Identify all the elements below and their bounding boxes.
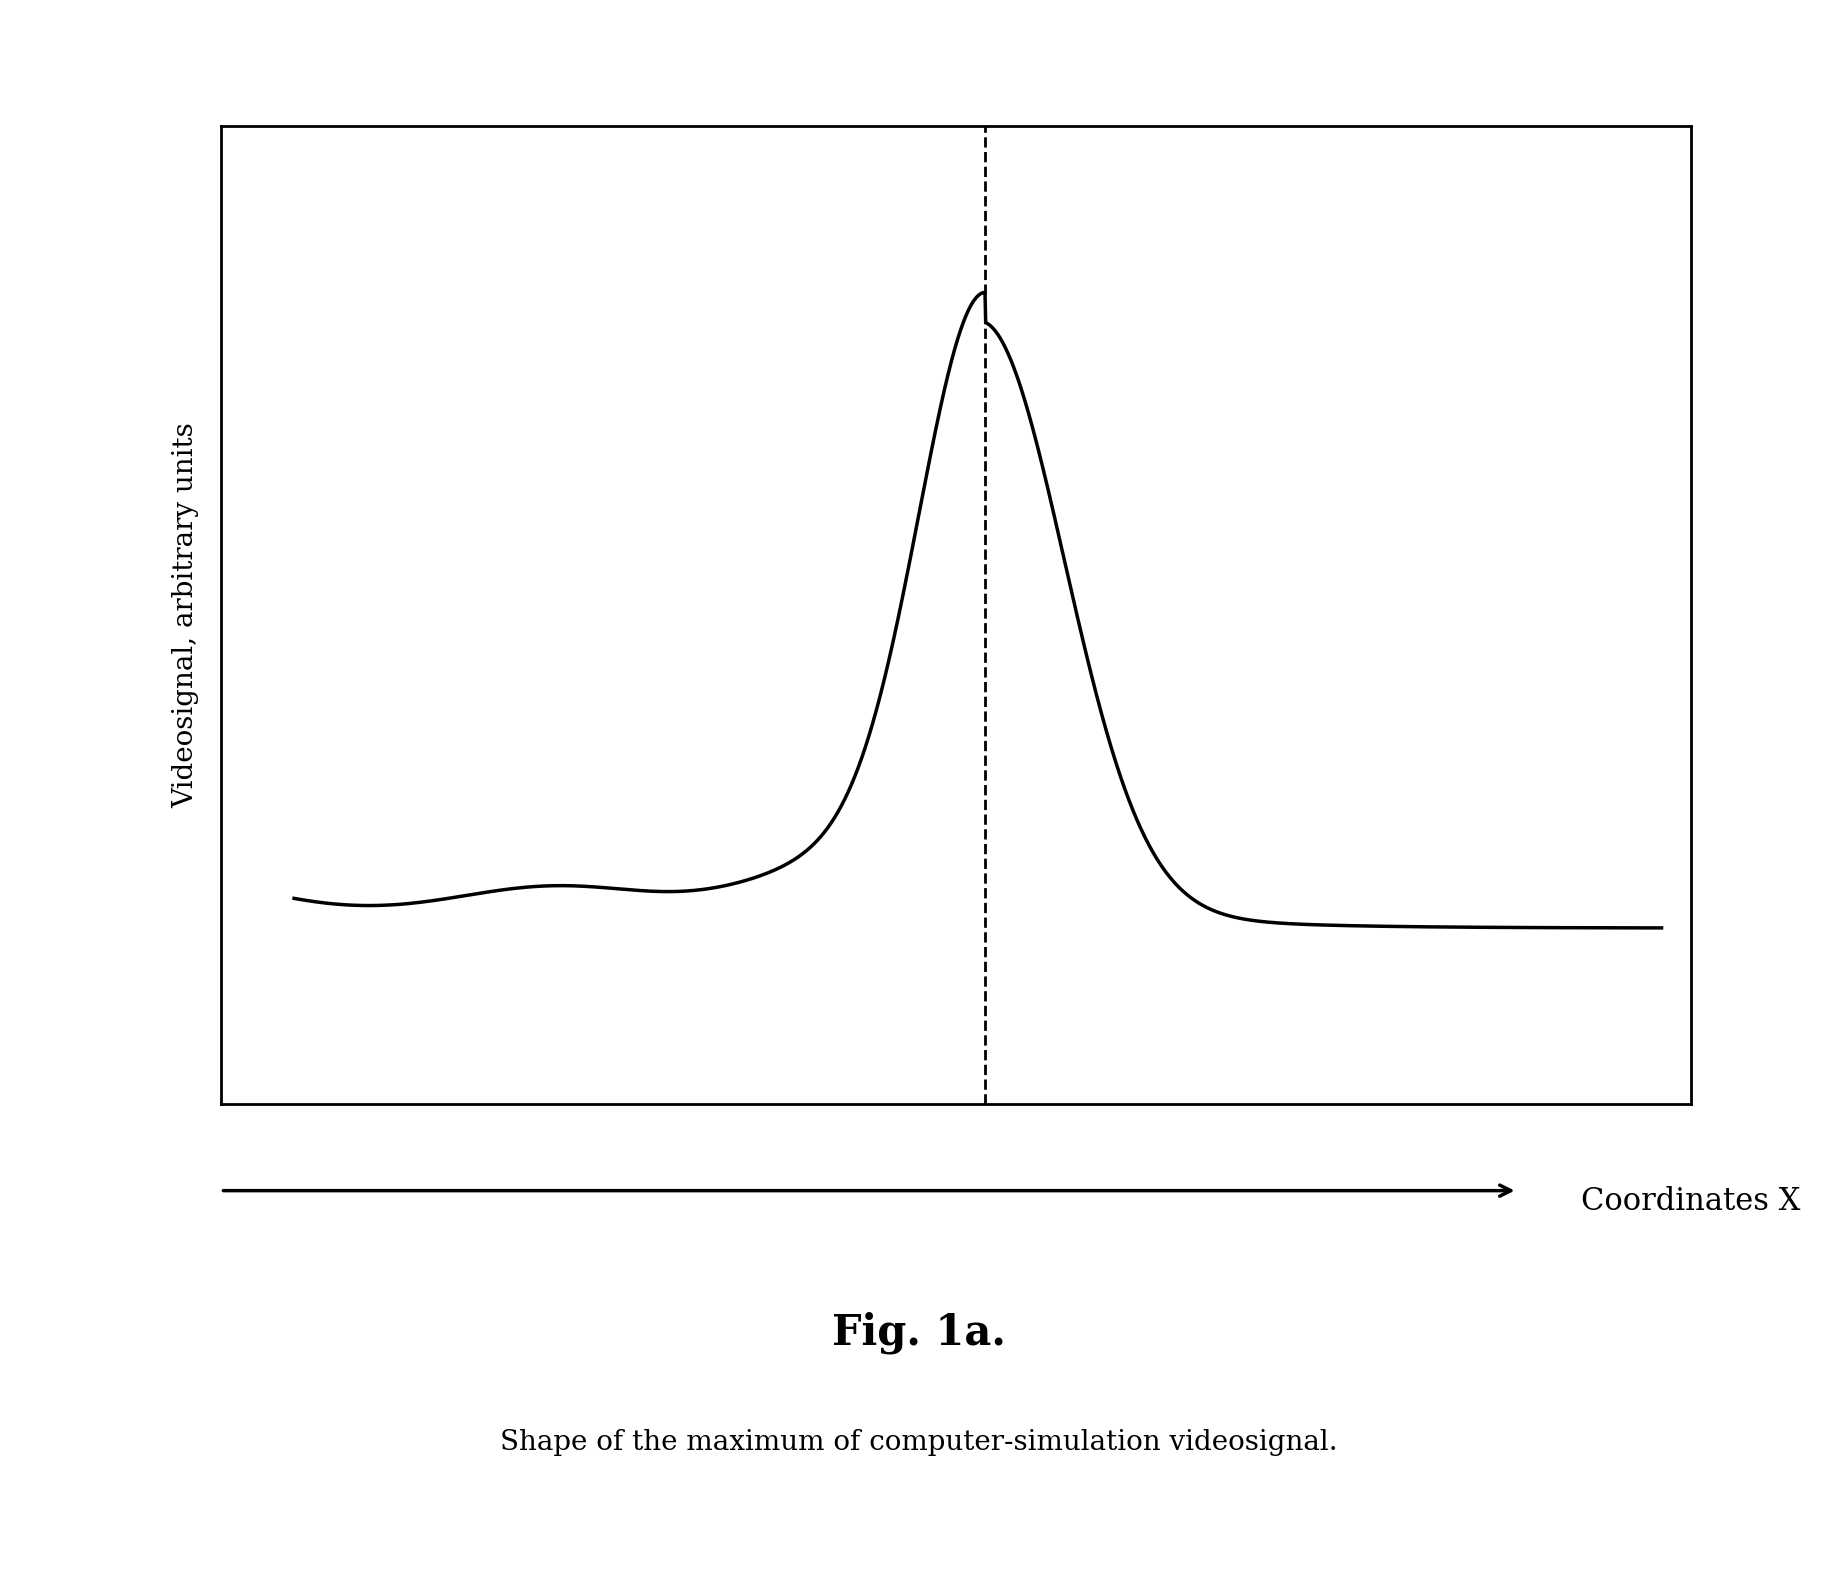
Y-axis label: Videosignal, arbitrary units: Videosignal, arbitrary units bbox=[173, 423, 200, 807]
Text: Shape of the maximum of computer-simulation videosignal.: Shape of the maximum of computer-simulat… bbox=[500, 1429, 1338, 1457]
Text: Fig. 1a.: Fig. 1a. bbox=[833, 1312, 1005, 1353]
Text: Coordinates X: Coordinates X bbox=[1581, 1186, 1799, 1217]
